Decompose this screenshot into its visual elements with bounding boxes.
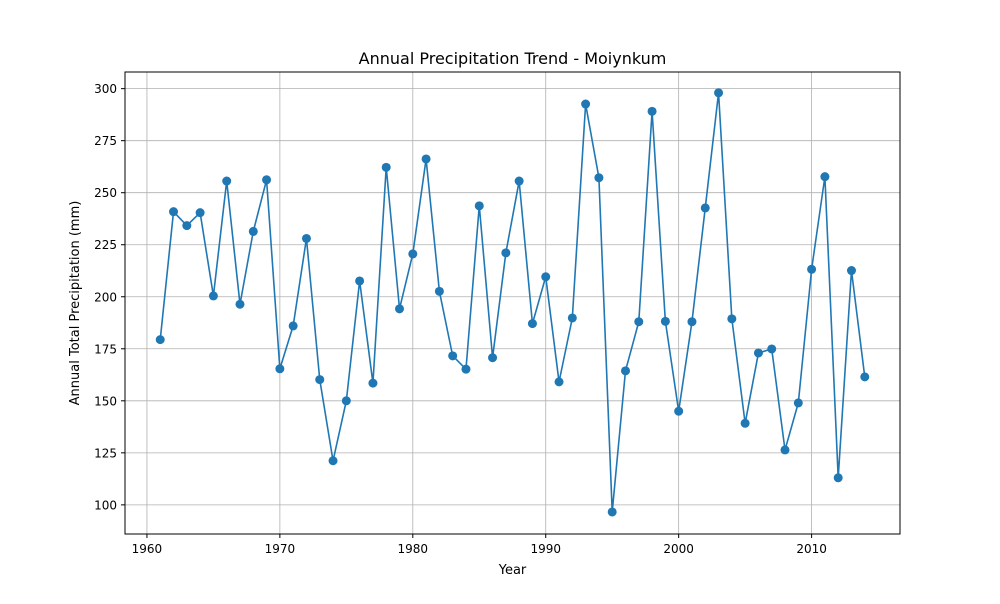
data-point <box>169 207 179 217</box>
x-tick-label: 1990 <box>530 542 561 556</box>
data-point <box>660 316 670 326</box>
data-point <box>182 221 192 231</box>
data-point <box>355 276 365 286</box>
data-point <box>833 473 843 483</box>
y-tick-label: 200 <box>94 290 117 304</box>
data-point <box>700 203 710 213</box>
data-point <box>740 418 750 428</box>
tick-layer: 1960 1970 1980 1990 2000 2010 100 125 150 175 200 2… <box>94 82 827 556</box>
data-point <box>262 175 272 185</box>
data-point <box>541 272 551 282</box>
data-point <box>687 317 697 327</box>
data-point <box>315 375 325 385</box>
data-point <box>594 173 604 183</box>
y-tick-label: 250 <box>94 186 117 200</box>
data-point <box>527 319 537 329</box>
y-tick-label: 150 <box>94 394 117 408</box>
data-point <box>846 266 856 276</box>
data-point <box>381 162 391 172</box>
y-tick-label: 175 <box>94 342 117 356</box>
data-point <box>301 233 311 243</box>
y-tick-label: 275 <box>94 134 117 148</box>
data-point <box>674 406 684 416</box>
data-point <box>807 264 817 274</box>
data-point <box>581 99 591 109</box>
data-point <box>501 248 511 258</box>
data-point <box>607 507 617 517</box>
y-tick-label: 225 <box>94 238 117 252</box>
data-point <box>647 106 657 116</box>
data-point <box>514 176 524 186</box>
x-tick-label: 1960 <box>132 542 163 556</box>
data-point <box>208 291 218 301</box>
x-tick-label: 1970 <box>265 542 296 556</box>
data-point <box>620 366 630 376</box>
data-point <box>222 176 232 186</box>
data-point <box>395 304 405 314</box>
y-axis-label: Annual Total Precipitation (mm) <box>68 201 83 406</box>
data-point <box>474 201 484 211</box>
data-point <box>820 172 830 182</box>
data-point <box>793 398 803 408</box>
y-tick-label: 300 <box>94 82 117 96</box>
y-tick-label: 100 <box>94 498 117 512</box>
data-point <box>235 299 245 309</box>
data-point <box>634 317 644 327</box>
x-tick-label: 2010 <box>796 542 827 556</box>
data-point <box>448 351 458 361</box>
x-tick-label: 1980 <box>398 542 429 556</box>
data-point <box>341 396 351 406</box>
data-point <box>461 364 471 374</box>
data-point <box>860 372 870 382</box>
data-point <box>767 344 777 354</box>
data-point <box>780 445 790 455</box>
data-point <box>488 353 498 363</box>
data-point <box>248 226 258 236</box>
data-point <box>567 313 577 323</box>
data-point <box>368 378 378 388</box>
x-tick-label: 2000 <box>663 542 694 556</box>
x-axis-label: Year <box>498 563 527 578</box>
data-point <box>155 335 165 345</box>
series-layer <box>155 88 870 517</box>
series-line <box>159 92 866 513</box>
data-point <box>434 286 444 296</box>
data-point <box>288 321 298 331</box>
data-point <box>421 154 431 164</box>
data-point <box>275 364 285 374</box>
chart-title: Annual Precipitation Trend - Moiynkum <box>359 49 667 68</box>
data-point <box>714 88 724 98</box>
data-point <box>554 377 564 387</box>
y-tick-label: 125 <box>94 446 117 460</box>
data-point <box>727 314 737 324</box>
data-point <box>408 249 418 259</box>
data-point <box>753 348 763 358</box>
data-point <box>328 456 338 466</box>
plot-frame <box>124 71 901 535</box>
data-point <box>195 208 205 218</box>
